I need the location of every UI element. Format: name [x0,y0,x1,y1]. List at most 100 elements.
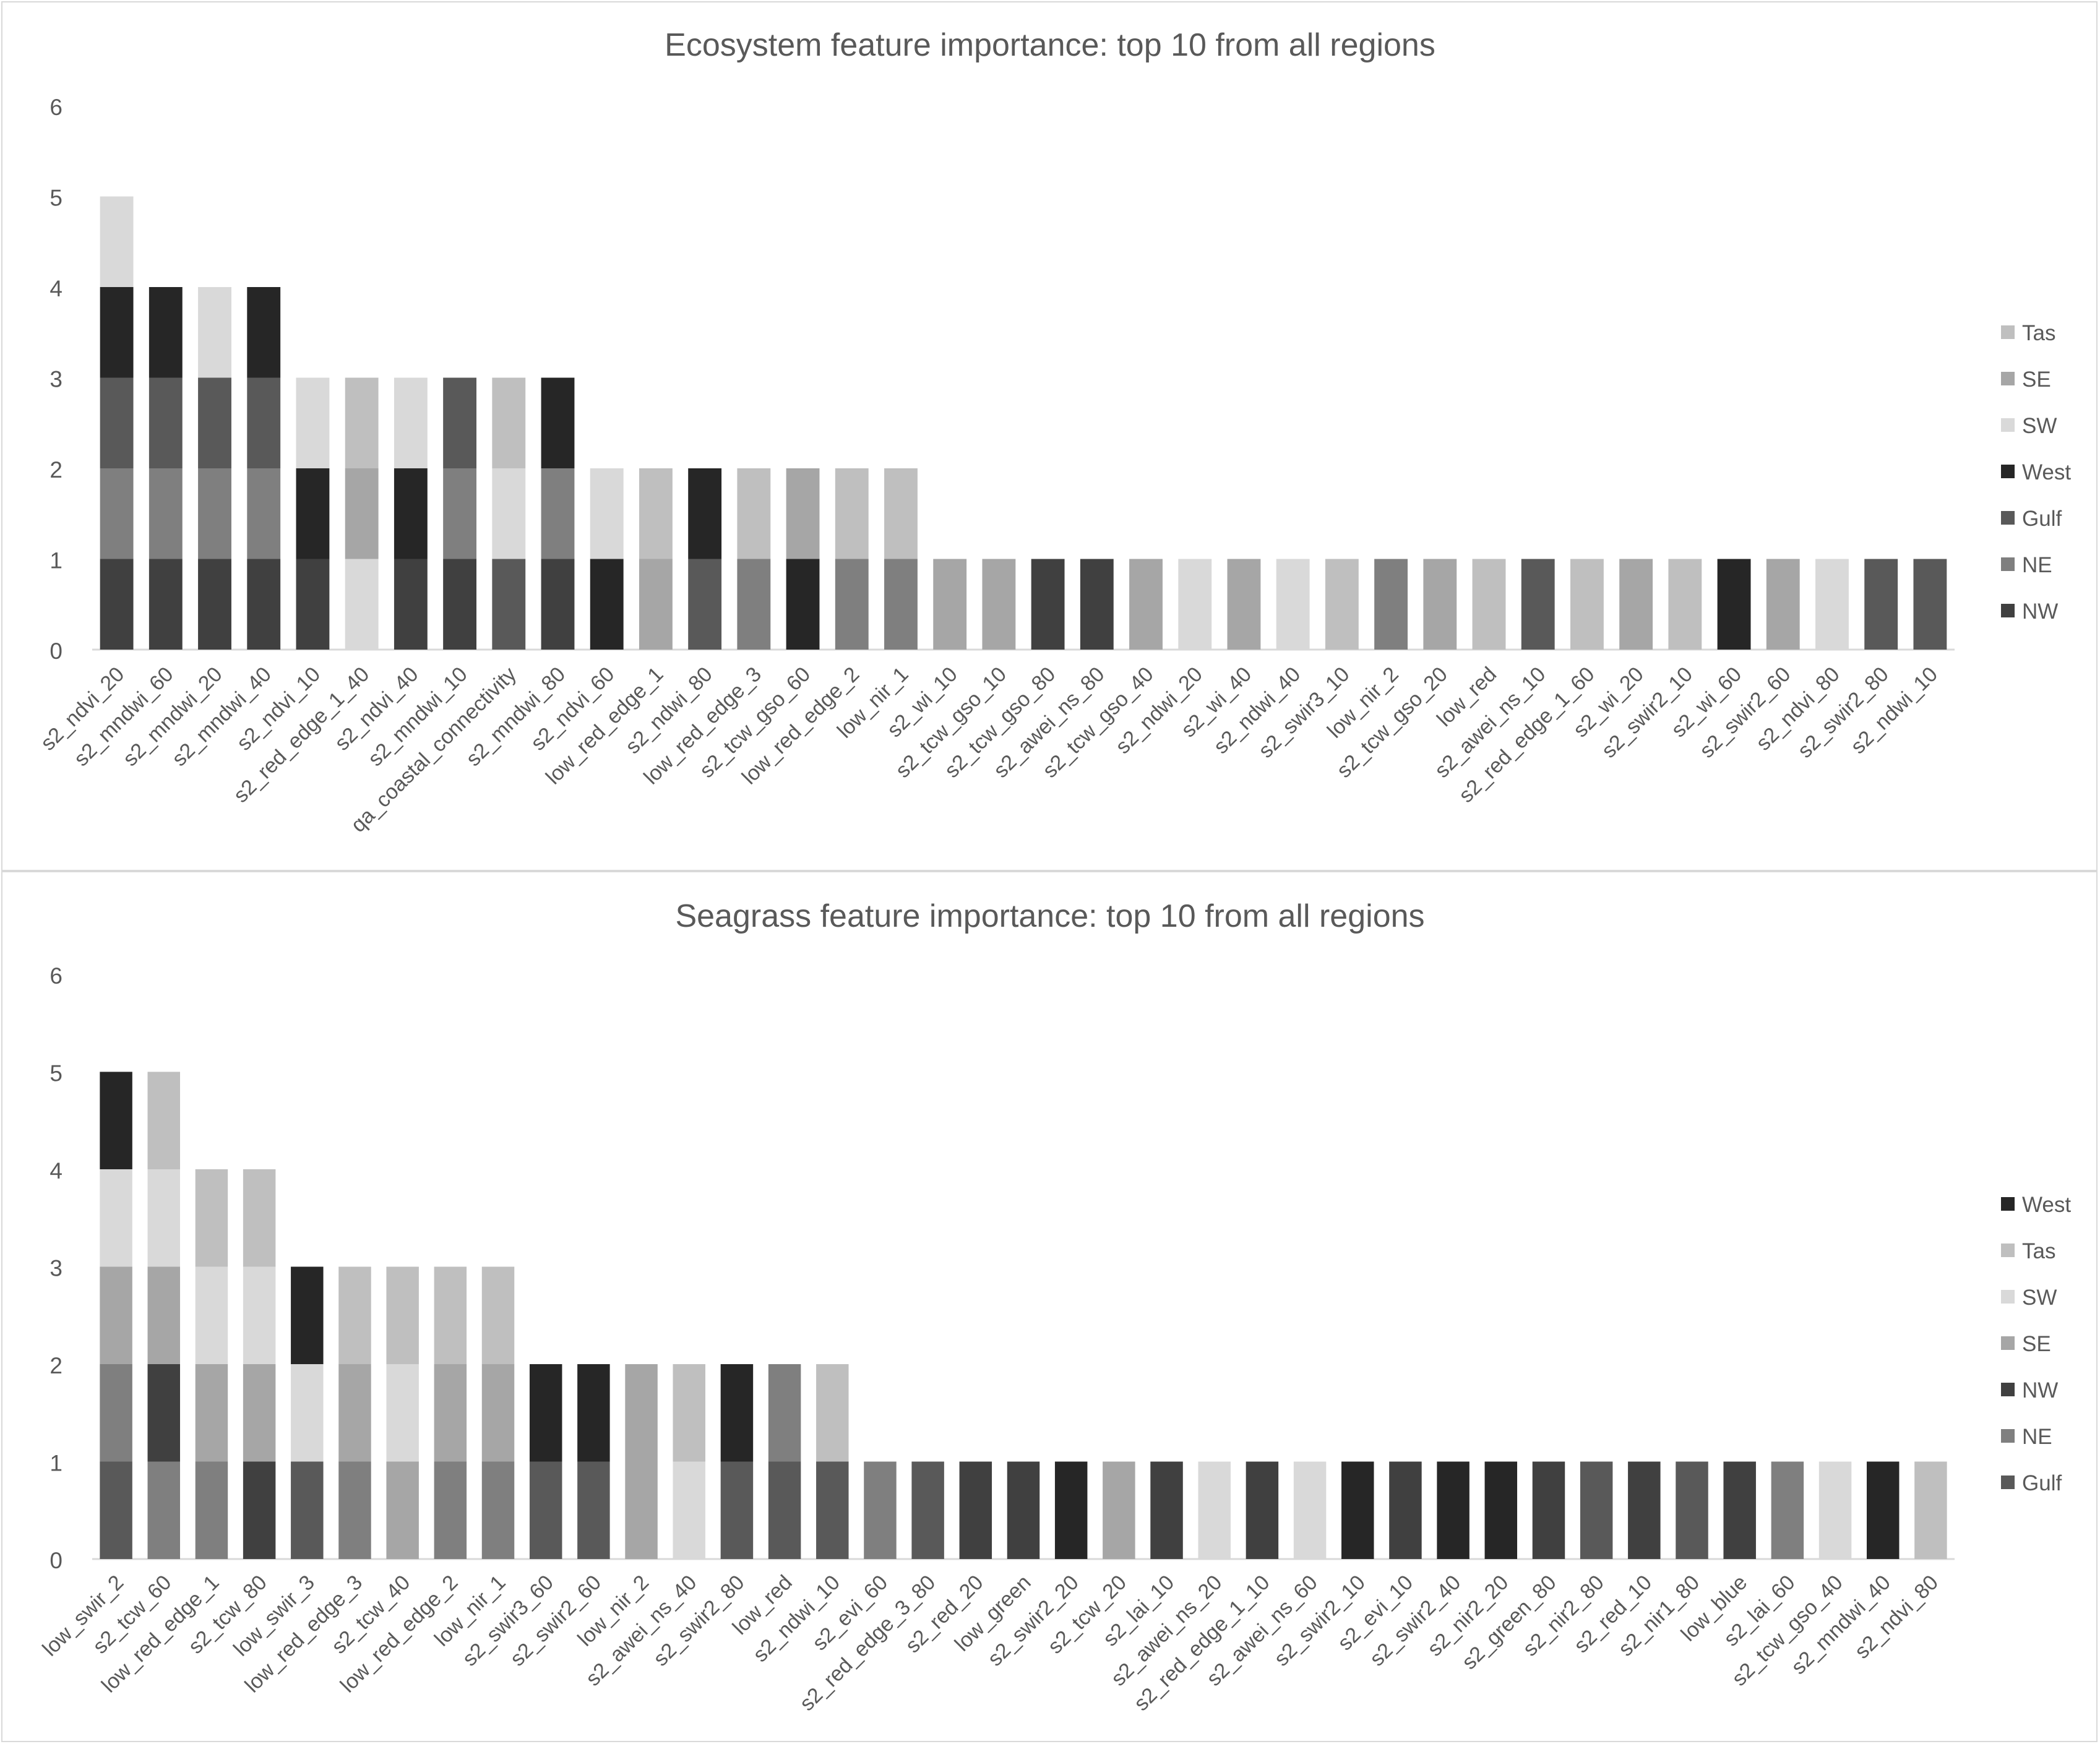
bar-segment-sw [394,377,428,468]
y-tick-label: 1 [49,548,62,573]
bar-segment-nw [541,559,575,650]
bar-segment-nw [243,1461,276,1559]
bar-segment-se [1227,559,1261,650]
bar-segment-sw [1198,1461,1231,1559]
bar-segment-tas [195,1169,228,1267]
seagrass-chart: Seagrass feature importance: top 10 from… [38,898,2071,1716]
bar-segment-tas [1472,559,1506,650]
bar-segment-gulf [291,1461,324,1559]
y-tick-label: 4 [49,276,62,301]
bar-segment-west [1341,1461,1374,1559]
bar-segment-nw [100,559,134,650]
bar-segment-tas [434,1266,467,1364]
bar-segment-tas [492,377,526,468]
bar-segment-nw [1246,1461,1279,1559]
legend-swatch-gulf [2001,1476,2015,1489]
y-tick-label: 2 [49,457,62,483]
legend-label-ne: NE [2022,553,2052,577]
bar-segment-nw [1532,1461,1565,1559]
bar-segment-tas [1325,559,1359,650]
legend-swatch-west [2001,465,2015,478]
bar-segment-nw [148,559,183,650]
legend-label-west: West [2022,1193,2071,1217]
bar-segment-sw [673,1461,705,1559]
bar-segment-ne [147,1461,181,1559]
legend-label-gulf: Gulf [2022,1471,2062,1495]
bar-segment-sw [1818,1461,1852,1559]
bar-segment-ne [864,1461,897,1559]
ecosystem-chart-panel: Ecosystem feature importance: top 10 fro… [1,1,2098,871]
legend-swatch-sw [2001,1290,2015,1304]
bar-segment-west [291,1266,324,1364]
legend-label-west: West [2022,460,2071,484]
bar-segment-gulf [816,1461,849,1559]
y-tick-label: 1 [49,1451,62,1476]
bar-segment-se [243,1364,276,1462]
bar-segment-se [434,1364,467,1462]
bar-segment-gulf [443,377,477,468]
bar-segment-gulf [529,1461,562,1559]
legend-swatch-sw [2001,418,2015,432]
y-tick-label: 5 [49,1061,62,1086]
bar-segment-gulf [1521,559,1555,650]
bar-segment-nw [198,559,231,650]
bar-segment-se [147,1266,181,1364]
bar-segment-se [1103,1461,1135,1559]
seagrass-chart-panel: Seagrass feature importance: top 10 from… [1,871,2098,1742]
bar-segment-nw [959,1461,992,1559]
bar-segment-west [394,468,428,559]
bar-segment-nw [1150,1461,1183,1559]
bar-segment-west [1054,1461,1088,1559]
bar-segment-west [590,559,624,650]
bar-segment-sw [291,1364,324,1462]
bar-segment-nw [247,559,281,650]
y-tick-label: 6 [49,963,62,989]
bar-segment-west [100,1072,132,1169]
bar-segment-nw [1628,1461,1661,1559]
legend-swatch-ne [2001,1429,2015,1443]
bar-segment-gulf [247,377,281,468]
bar-segment-ne [835,559,869,650]
legend-label-nw: NW [2022,1378,2058,1403]
y-tick-label: 2 [49,1353,62,1378]
legend-swatch-tas [2001,325,2015,339]
legend-swatch-se [2001,372,2015,385]
bar-segment-nw [1031,559,1065,650]
bar-segment-sw [147,1169,181,1267]
bar-segment-nw [147,1364,181,1462]
bar-segment-se [100,1266,132,1364]
y-tick-label: 0 [49,638,62,664]
bar-segment-se [982,559,1016,650]
bar-segment-sw [100,1169,132,1267]
legend-label-sw: SW [2022,414,2057,438]
bar-segment-se [338,1364,371,1462]
bar-segment-nw [296,559,330,650]
bar-segment-sw [100,196,134,287]
bar-segment-nw [443,559,477,650]
bar-segment-gulf [577,1461,610,1559]
bar-segment-se [1423,559,1457,650]
bar-segment-ne [338,1461,371,1559]
legend-label-se: SE [2022,1332,2051,1356]
bar-segment-se [481,1364,515,1462]
bar-segment-nw [1389,1461,1422,1559]
bar-segment-gulf [100,377,134,468]
bar-segment-sw [195,1266,228,1364]
y-tick-label: 3 [49,1256,62,1281]
legend-label-tas: Tas [2022,1239,2055,1263]
bar-segment-sw [1178,559,1212,650]
bar-segment-gulf [768,1461,801,1559]
bar-segment-nw [1080,559,1114,650]
bar-segment-se [386,1461,419,1559]
bar-segment-west [1437,1461,1470,1559]
bar-segment-tas [816,1364,849,1462]
bar-segment-west [541,377,575,468]
legend-swatch-gulf [2001,511,2015,525]
bar-segment-gulf [1676,1461,1708,1559]
legend-swatch-ne [2001,557,2015,571]
chart-title: Seagrass feature importance: top 10 from… [675,898,1424,934]
bar-segment-sw [386,1364,419,1462]
bar-segment-sw [1276,559,1310,650]
bar-segment-ne [100,1364,132,1462]
